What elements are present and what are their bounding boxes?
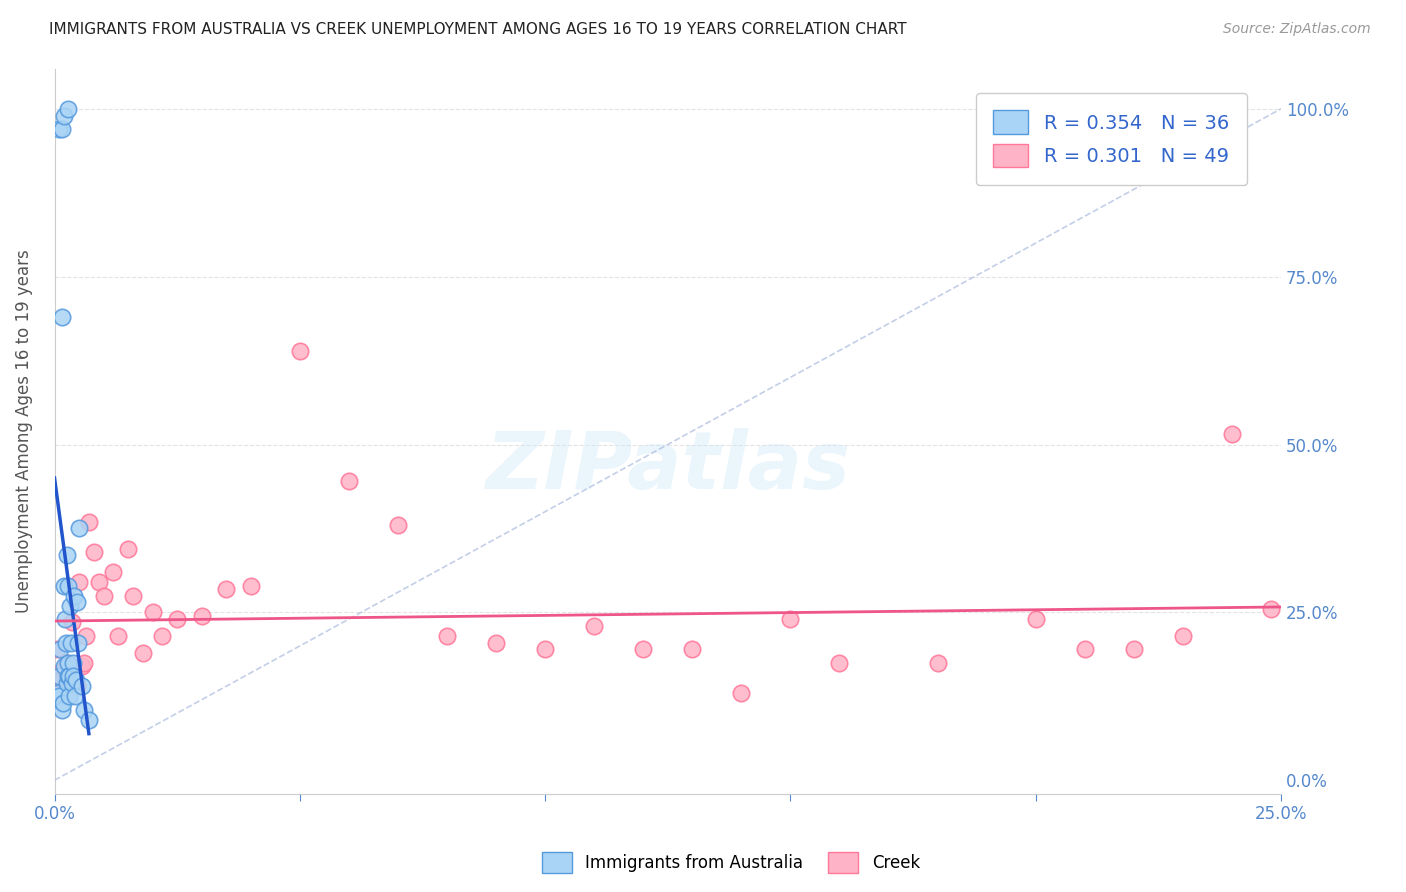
Point: [63, 589, 86, 603]
Point: [48, 669, 70, 683]
Point: [56, 656, 79, 670]
Point: [51, 703, 73, 717]
Point: [53, 109, 76, 123]
Point: [730, 686, 752, 700]
Point: [1171, 629, 1194, 643]
Point: [51, 122, 73, 136]
Point: [51, 673, 73, 687]
Text: ZIPatlas: ZIPatlas: [485, 428, 851, 507]
Point: [779, 612, 801, 626]
Point: [77, 713, 100, 727]
Point: [681, 642, 703, 657]
Point: [53, 612, 76, 626]
Point: [62, 656, 84, 670]
Point: [73, 656, 96, 670]
Point: [53, 578, 76, 592]
Point: [122, 589, 145, 603]
Point: [1122, 642, 1144, 657]
Point: [48, 686, 70, 700]
Point: [51, 310, 73, 324]
Point: [56, 676, 79, 690]
Point: [59, 635, 82, 649]
Point: [60, 676, 83, 690]
Point: [56, 549, 79, 563]
Point: [75, 629, 97, 643]
Point: [53, 663, 76, 677]
Point: [1220, 427, 1243, 442]
Point: [1025, 612, 1047, 626]
Point: [58, 676, 80, 690]
Point: [58, 659, 80, 673]
Point: [65, 673, 87, 687]
Point: [67, 575, 90, 590]
Point: [631, 642, 654, 657]
Point: [49, 642, 72, 657]
Point: [485, 635, 508, 649]
Point: [65, 595, 87, 609]
Point: [52, 696, 75, 710]
Point: [337, 475, 360, 489]
Point: [1074, 642, 1097, 657]
Point: [60, 615, 83, 630]
Point: [190, 608, 212, 623]
Point: [65, 679, 87, 693]
Point: [48, 690, 70, 704]
Point: [583, 619, 606, 633]
Point: [1260, 602, 1282, 616]
Y-axis label: Unemployment Among Ages 16 to 19 years: Unemployment Among Ages 16 to 19 years: [15, 249, 32, 613]
Point: [58, 102, 80, 116]
Point: [927, 656, 949, 670]
Point: [58, 690, 80, 704]
Point: [828, 656, 851, 670]
Point: [46, 642, 69, 657]
Point: [73, 703, 96, 717]
Point: [62, 673, 84, 687]
Point: [215, 582, 238, 596]
Point: [239, 578, 262, 592]
Point: [70, 659, 93, 673]
Point: [63, 673, 86, 687]
Point: [55, 635, 77, 649]
Point: [56, 656, 79, 670]
Point: [288, 343, 311, 358]
Point: [107, 629, 129, 643]
Point: [58, 578, 80, 592]
Point: [387, 518, 409, 533]
Point: [534, 642, 557, 657]
Text: IMMIGRANTS FROM AUSTRALIA VS CREEK UNEMPLOYMENT AMONG AGES 16 TO 19 YEARS CORREL: IMMIGRANTS FROM AUSTRALIA VS CREEK UNEMP…: [49, 22, 907, 37]
Point: [103, 565, 125, 579]
Point: [77, 515, 100, 529]
Point: [166, 612, 188, 626]
Point: [67, 635, 90, 649]
Point: [87, 575, 110, 590]
Point: [58, 669, 80, 683]
Legend: R = 0.354   N = 36, R = 0.301   N = 49: R = 0.354 N = 36, R = 0.301 N = 49: [976, 93, 1247, 185]
Point: [142, 606, 165, 620]
Point: [436, 629, 458, 643]
Point: [53, 659, 76, 673]
Point: [48, 665, 70, 680]
Point: [48, 122, 70, 136]
Text: Source: ZipAtlas.com: Source: ZipAtlas.com: [1223, 22, 1371, 37]
Point: [58, 669, 80, 683]
Point: [70, 679, 93, 693]
Point: [59, 599, 82, 613]
Point: [152, 629, 174, 643]
Point: [62, 669, 84, 683]
Legend: Immigrants from Australia, Creek: Immigrants from Australia, Creek: [536, 846, 927, 880]
Point: [132, 646, 155, 660]
Point: [93, 589, 115, 603]
Point: [67, 521, 90, 535]
Point: [83, 545, 105, 559]
Point: [63, 690, 86, 704]
Point: [117, 541, 139, 556]
